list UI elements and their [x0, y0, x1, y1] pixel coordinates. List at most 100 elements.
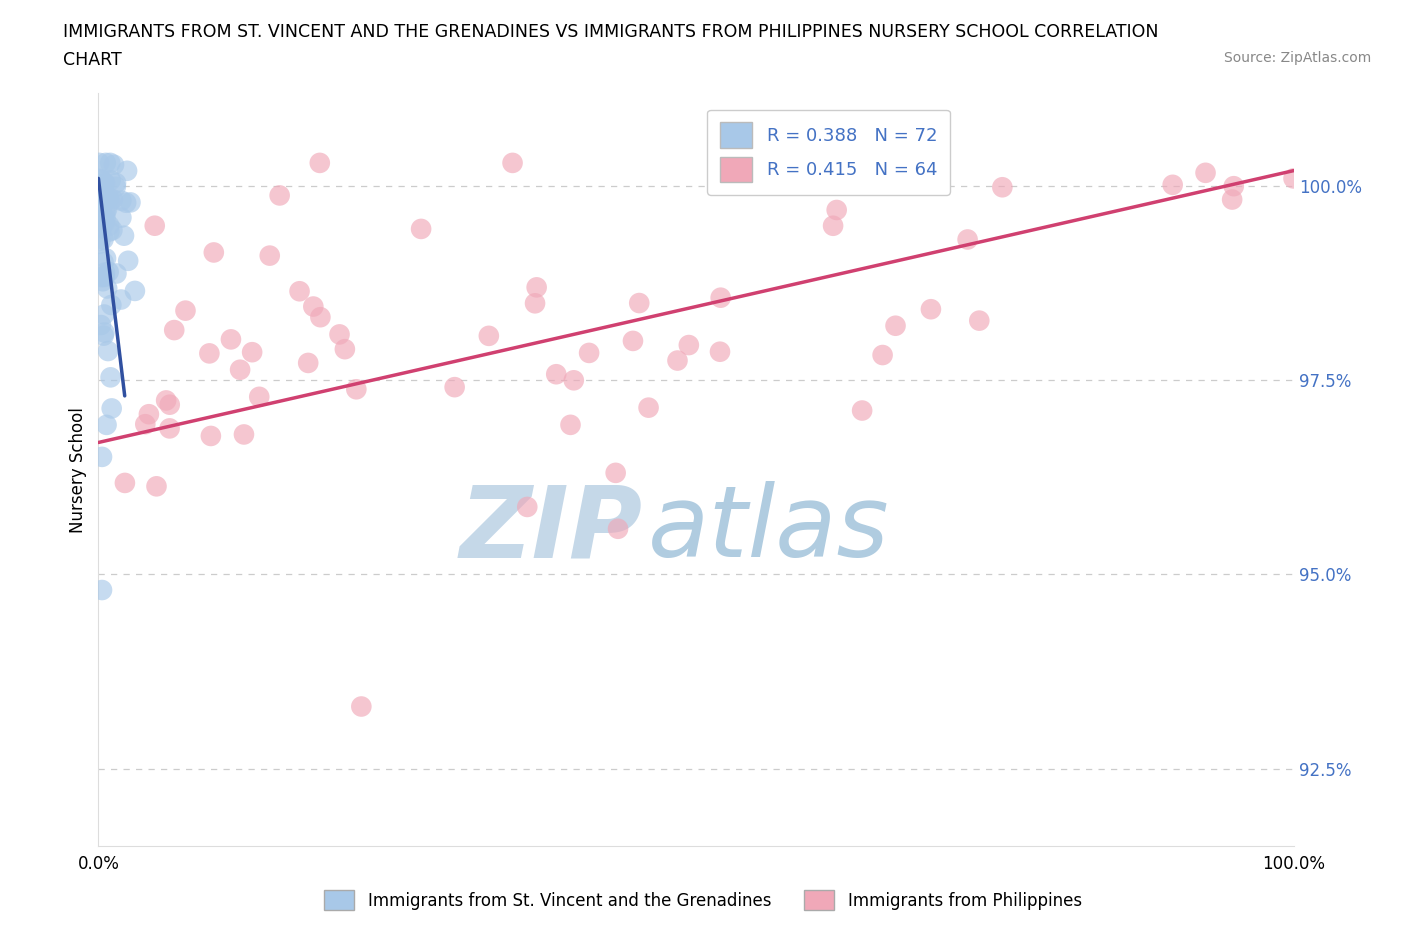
Point — [91, 209, 114, 224]
Point — [93, 255, 115, 270]
Point — [159, 397, 181, 412]
Point — [198, 346, 221, 361]
Point — [411, 221, 433, 236]
Point — [101, 192, 124, 206]
Point — [578, 345, 600, 360]
Point — [93, 328, 115, 343]
Point — [100, 298, 122, 312]
Legend: Immigrants from St. Vincent and the Grenadines, Immigrants from Philippines: Immigrants from St. Vincent and the Gren… — [318, 884, 1088, 917]
Point — [851, 403, 873, 418]
Point — [117, 253, 139, 268]
Point — [502, 155, 524, 170]
Point — [202, 245, 225, 259]
Point — [666, 353, 689, 368]
Point — [710, 290, 733, 305]
Point — [90, 200, 112, 215]
Point — [91, 191, 114, 206]
Point — [259, 248, 281, 263]
Point — [101, 222, 124, 237]
Point — [93, 270, 115, 285]
Point — [1282, 171, 1305, 186]
Point — [98, 224, 121, 239]
Point — [200, 429, 222, 444]
Point — [94, 176, 117, 191]
Point — [96, 281, 118, 296]
Point — [100, 370, 122, 385]
Point — [90, 318, 112, 333]
Point — [524, 296, 547, 311]
Point — [1194, 166, 1216, 180]
Point — [159, 421, 181, 436]
Point — [1223, 179, 1246, 193]
Point — [100, 173, 122, 188]
Text: IMMIGRANTS FROM ST. VINCENT AND THE GRENADINES VS IMMIGRANTS FROM PHILIPPINES NU: IMMIGRANTS FROM ST. VINCENT AND THE GREN… — [63, 23, 1159, 41]
Point — [87, 187, 110, 202]
Point — [90, 194, 112, 209]
Point — [103, 157, 125, 172]
Point — [89, 196, 111, 211]
Text: Source: ZipAtlas.com: Source: ZipAtlas.com — [1223, 51, 1371, 65]
Point — [1220, 193, 1243, 207]
Point — [350, 699, 373, 714]
Point — [115, 164, 138, 179]
Point — [803, 155, 825, 170]
Point — [114, 475, 136, 490]
Point — [628, 296, 651, 311]
Point — [93, 326, 115, 340]
Text: CHART: CHART — [63, 51, 122, 69]
Point — [89, 171, 111, 186]
Point — [143, 219, 166, 233]
Point — [328, 327, 350, 342]
Point — [269, 188, 291, 203]
Point — [115, 195, 138, 210]
Point — [145, 479, 167, 494]
Point — [96, 202, 118, 217]
Point — [546, 366, 568, 381]
Point — [163, 323, 186, 338]
Point — [969, 313, 991, 328]
Point — [110, 292, 132, 307]
Point — [90, 184, 112, 199]
Point — [823, 219, 845, 233]
Point — [94, 269, 117, 284]
Point — [124, 284, 146, 299]
Point — [560, 418, 582, 432]
Point — [89, 191, 111, 206]
Point — [96, 418, 118, 432]
Point — [90, 220, 112, 235]
Point — [219, 332, 242, 347]
Point — [98, 194, 121, 209]
Point — [516, 499, 538, 514]
Point — [240, 345, 263, 360]
Point — [110, 210, 132, 225]
Point — [93, 216, 115, 231]
Point — [98, 191, 121, 206]
Point — [91, 449, 114, 464]
Point — [105, 266, 128, 281]
Point — [104, 179, 127, 194]
Point — [93, 181, 115, 196]
Point — [93, 307, 115, 322]
Point — [94, 205, 117, 219]
Point — [91, 188, 114, 203]
Point — [91, 273, 114, 288]
Point — [93, 189, 115, 204]
Point — [637, 400, 659, 415]
Point — [605, 465, 627, 480]
Point — [93, 232, 115, 246]
Point — [89, 155, 111, 170]
Point — [872, 348, 894, 363]
Point — [93, 175, 115, 190]
Point — [302, 299, 325, 314]
Point — [825, 203, 848, 218]
Point — [443, 379, 465, 394]
Legend: R = 0.388   N = 72, R = 0.415   N = 64: R = 0.388 N = 72, R = 0.415 N = 64 — [707, 110, 950, 195]
Point — [89, 233, 111, 248]
Point — [138, 406, 160, 421]
Point — [526, 280, 548, 295]
Point — [98, 155, 121, 170]
Point — [87, 236, 110, 251]
Point — [1161, 178, 1184, 193]
Point — [709, 344, 731, 359]
Point — [134, 417, 156, 432]
